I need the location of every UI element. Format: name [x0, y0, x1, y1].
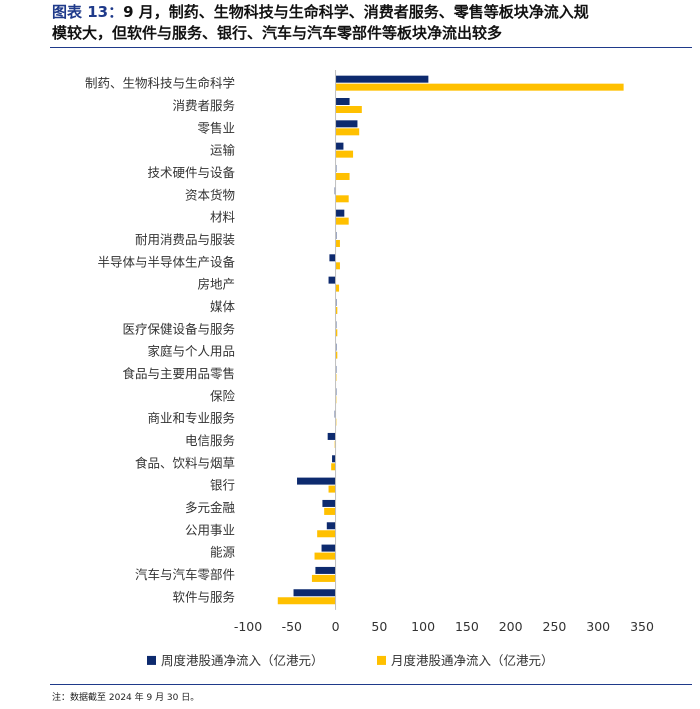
category-label: 软件与服务	[172, 589, 235, 604]
monthly-bar	[335, 83, 624, 91]
weekly-bar	[335, 120, 358, 128]
weekly-bar	[335, 97, 350, 105]
monthly-bar	[335, 195, 349, 203]
x-tick-label: 100	[411, 619, 435, 634]
weekly-bar	[335, 209, 345, 217]
monthly-bar	[317, 530, 336, 538]
weekly-bar	[335, 75, 429, 83]
top-rule	[50, 47, 692, 48]
bottom-rule	[50, 684, 692, 685]
monthly-bar	[314, 552, 336, 560]
weekly-bar	[321, 544, 336, 552]
x-tick-label: 0	[332, 619, 340, 634]
monthly-bar	[335, 284, 340, 292]
x-tick-label: -100	[234, 619, 262, 634]
legend-label-weekly: 周度港股通净流入（亿港元）	[161, 653, 324, 668]
category-label: 家庭与个人用品	[147, 344, 235, 359]
category-label: 材料	[210, 210, 236, 225]
category-label: 资本货物	[185, 187, 235, 202]
x-tick-label: 350	[630, 619, 654, 634]
monthly-bar	[335, 128, 360, 136]
weekly-bar	[335, 142, 344, 150]
monthly-bar	[335, 105, 362, 113]
weekly-bar	[322, 499, 336, 507]
x-tick-label: 50	[371, 619, 387, 634]
x-tick-label: 300	[586, 619, 610, 634]
title-line-2: 模较大，但软件与服务、银行、汽车与汽车零部件等板块净流出较多	[52, 24, 503, 42]
weekly-bar	[326, 522, 336, 530]
monthly-bar	[335, 239, 340, 247]
category-label: 商业和专业服务	[147, 411, 235, 426]
x-tick-label: 200	[499, 619, 523, 634]
monthly-bar	[335, 351, 338, 359]
category-label: 食品、饮料与烟草	[135, 455, 235, 470]
figure-label: 图表 13：	[52, 3, 124, 21]
chart-title: 图表 13：9 月，制药、生物科技与生命科学、消费者服务、零售等板块净流入规 模…	[52, 2, 692, 44]
category-label: 食品与主要用品零售	[122, 366, 235, 381]
weekly-bar	[332, 455, 336, 463]
bar-chart: 制药、生物科技与生命科学消费者服务零售业运输技术硬件与设备资本货物材料耐用消费品…	[85, 70, 654, 668]
legend-label-monthly: 月度港股通净流入（亿港元）	[391, 653, 554, 668]
category-label: 能源	[210, 545, 236, 560]
weekly-bar	[297, 477, 336, 485]
category-label: 消费者服务	[172, 98, 235, 113]
monthly-bar	[331, 463, 336, 471]
monthly-bar	[335, 172, 350, 180]
weekly-bar	[327, 432, 336, 440]
weekly-bar	[329, 254, 336, 262]
category-label: 医疗保健设备与服务	[122, 321, 235, 336]
category-label: 制药、生物科技与生命科学	[85, 76, 235, 91]
category-label: 半导体与半导体生产设备	[97, 254, 235, 269]
monthly-bar	[311, 574, 336, 582]
category-label: 汽车与汽车零部件	[135, 567, 235, 582]
category-label: 电信服务	[185, 433, 235, 448]
monthly-bar	[335, 262, 340, 270]
weekly-bar	[293, 589, 336, 597]
category-label: 耐用消费品与服装	[135, 232, 235, 247]
legend-swatch-monthly	[377, 655, 386, 665]
category-label: 多元金融	[185, 500, 236, 515]
category-label: 保险	[210, 388, 236, 403]
category-label: 技术硬件与设备	[147, 165, 235, 180]
x-tick-label: -50	[282, 619, 302, 634]
monthly-bar	[335, 150, 354, 158]
weekly-bar	[328, 276, 336, 284]
legend-swatch-weekly	[147, 655, 156, 665]
monthly-bar	[277, 597, 336, 605]
monthly-bar	[328, 485, 336, 493]
category-label: 银行	[210, 478, 235, 493]
x-tick-label: 250	[543, 619, 567, 634]
x-tick-label: 150	[455, 619, 479, 634]
monthly-bar	[335, 217, 349, 225]
category-label: 零售业	[197, 120, 235, 135]
title-line-1: 9 月，制药、生物科技与生命科学、消费者服务、零售等板块净流入规	[123, 3, 589, 21]
monthly-bar	[335, 306, 338, 314]
category-label: 公用事业	[185, 522, 235, 537]
weekly-bar	[315, 566, 336, 574]
footnote: 注：数据截至 2024 年 9 月 30 日。	[52, 693, 200, 703]
category-label: 媒体	[210, 299, 236, 314]
monthly-bar	[335, 329, 338, 337]
monthly-bar	[324, 507, 336, 515]
category-label: 运输	[210, 143, 236, 158]
category-label: 房地产	[197, 277, 235, 292]
